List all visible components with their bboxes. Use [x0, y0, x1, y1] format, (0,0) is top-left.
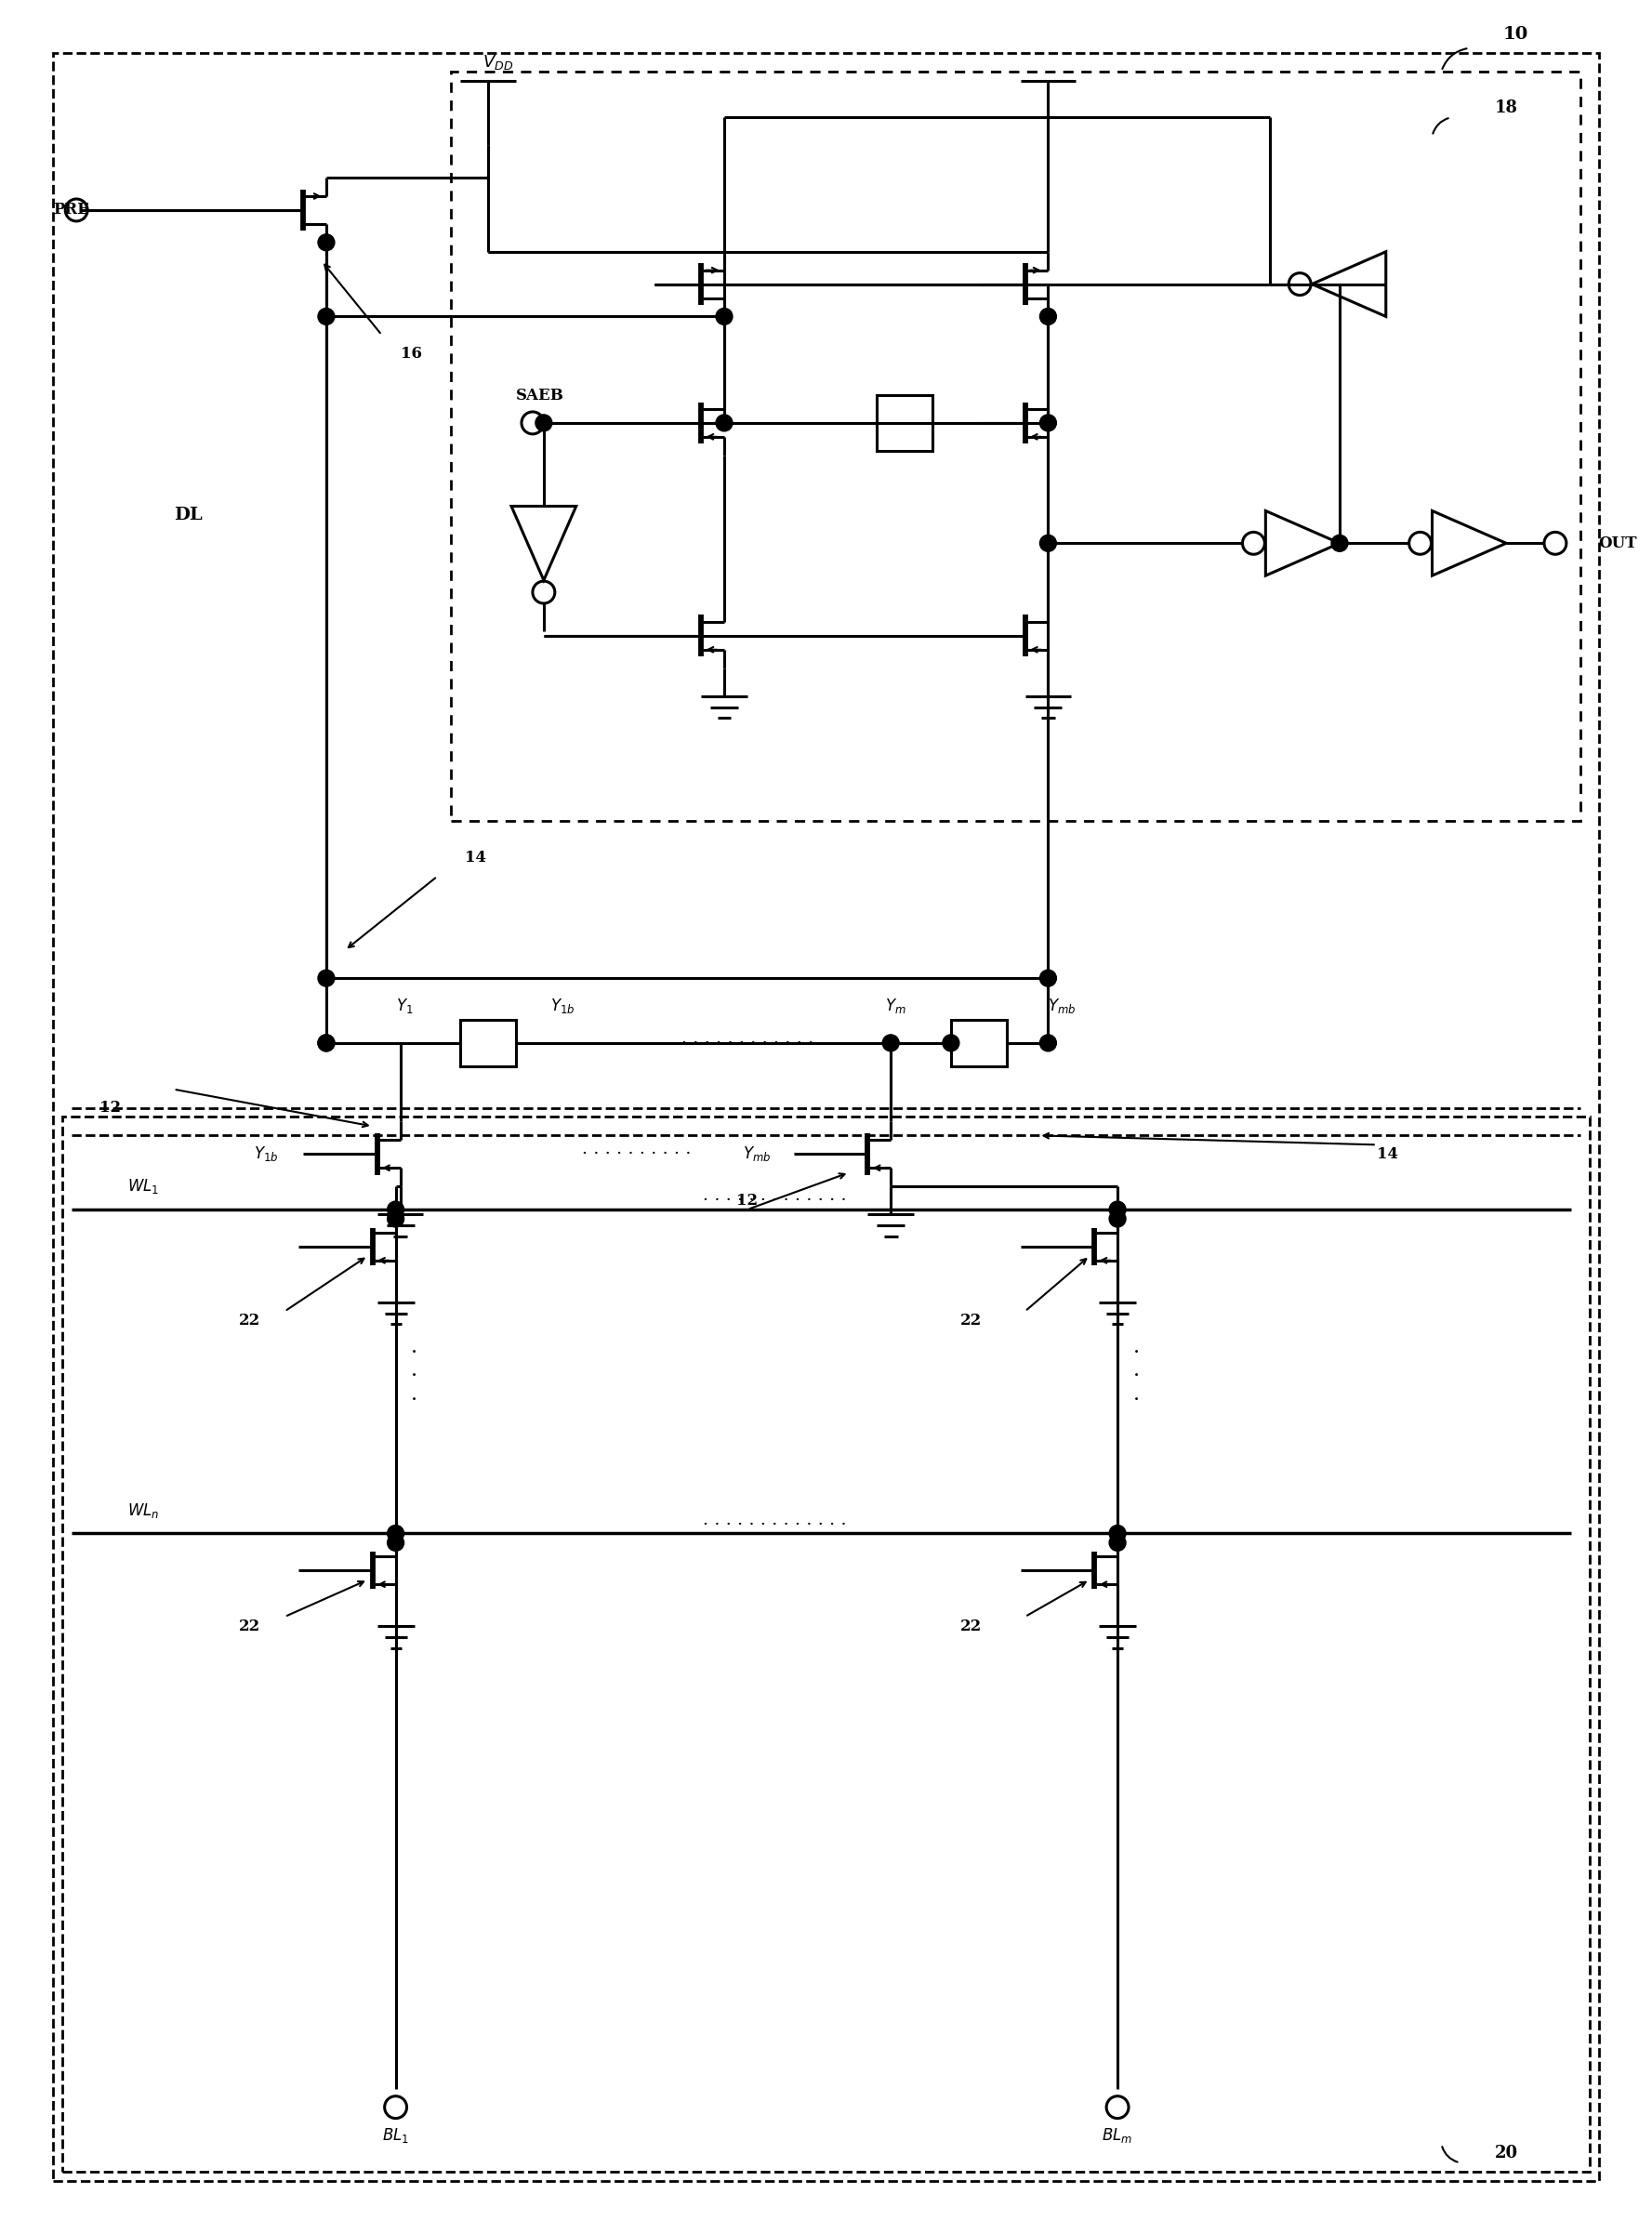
Text: $Y_{mb}$: $Y_{mb}$: [742, 1144, 771, 1164]
Text: $Y_{1b}$: $Y_{1b}$: [550, 996, 575, 1014]
Circle shape: [387, 1535, 405, 1550]
Bar: [63, 1117, 1589, 2171]
Text: 10: 10: [1503, 27, 1528, 42]
Text: $WL_n$: $WL_n$: [127, 1501, 159, 1519]
Text: 16: 16: [400, 346, 421, 362]
Circle shape: [387, 1202, 405, 1218]
Circle shape: [317, 1034, 335, 1052]
Text: $BL_1$: $BL_1$: [382, 2127, 410, 2145]
Text: ·
·
·: · · ·: [411, 1343, 418, 1410]
Circle shape: [1108, 1202, 1127, 1218]
Circle shape: [1108, 1526, 1127, 1541]
Text: 22: 22: [238, 1617, 259, 1633]
Text: 12: 12: [99, 1099, 121, 1115]
Circle shape: [715, 308, 732, 324]
Text: 22: 22: [238, 1314, 259, 1329]
Circle shape: [1039, 308, 1056, 324]
Circle shape: [317, 235, 335, 250]
Text: · · · · · · · · · · · ·: · · · · · · · · · · · ·: [681, 1034, 813, 1052]
Text: 18: 18: [1495, 101, 1518, 116]
Circle shape: [387, 1526, 405, 1541]
Circle shape: [1039, 534, 1056, 552]
Circle shape: [882, 1034, 899, 1052]
Text: $BL_m$: $BL_m$: [1102, 2127, 1133, 2145]
Text: 14: 14: [1376, 1146, 1398, 1162]
Text: ·
·
·: · · ·: [1133, 1343, 1140, 1410]
Text: · · · · · · · · · · · · ·: · · · · · · · · · · · · ·: [704, 1517, 847, 1533]
Bar: [952, 1021, 1006, 1066]
Text: DL: DL: [173, 507, 202, 523]
Text: 12: 12: [737, 1193, 758, 1209]
Circle shape: [1332, 534, 1348, 552]
Circle shape: [387, 1211, 405, 1226]
Text: $V_{DD}$: $V_{DD}$: [482, 54, 512, 71]
Circle shape: [535, 416, 552, 431]
Circle shape: [1039, 416, 1056, 431]
Circle shape: [317, 308, 335, 324]
Bar: [451, 71, 1581, 820]
Text: 14: 14: [466, 849, 486, 867]
Text: 20: 20: [1495, 2145, 1518, 2163]
Text: · · · · · · · · · · · · ·: · · · · · · · · · · · · ·: [704, 1193, 847, 1209]
Text: OUT: OUT: [1599, 536, 1637, 552]
Text: · · · · · · · · · ·: · · · · · · · · · ·: [582, 1146, 691, 1162]
Text: $Y_1$: $Y_1$: [396, 996, 413, 1014]
Text: SAEB: SAEB: [515, 386, 565, 402]
Text: 22: 22: [960, 1314, 981, 1329]
Circle shape: [317, 1034, 335, 1052]
Circle shape: [1108, 1535, 1127, 1550]
Text: $Y_{1b}$: $Y_{1b}$: [254, 1144, 279, 1164]
Bar: [877, 395, 932, 451]
Circle shape: [1039, 1034, 1056, 1052]
Circle shape: [317, 970, 335, 987]
Text: $WL_1$: $WL_1$: [127, 1177, 159, 1195]
Circle shape: [1108, 1211, 1127, 1226]
Text: PRE: PRE: [53, 201, 89, 219]
Circle shape: [1039, 970, 1056, 987]
Text: $Y_{mb}$: $Y_{mb}$: [1047, 996, 1075, 1014]
Circle shape: [715, 416, 732, 431]
Text: 22: 22: [960, 1617, 981, 1633]
Bar: [461, 1021, 515, 1066]
Text: $Y_m$: $Y_m$: [885, 996, 905, 1014]
Circle shape: [943, 1034, 960, 1052]
